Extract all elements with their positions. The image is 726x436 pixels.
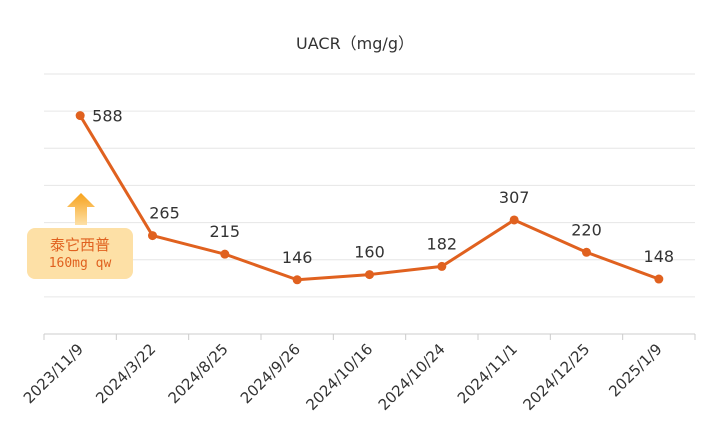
data-point xyxy=(292,275,302,285)
data-point xyxy=(75,111,85,121)
data-label: 148 xyxy=(644,247,675,266)
data-label: 307 xyxy=(499,188,530,207)
x-tick-labels: 2023/11/9 2024/3/22 2024/8/25 2024/9/262024… xyxy=(20,340,666,414)
x-tick-label: 2024/8/25 xyxy=(165,340,232,407)
data-point xyxy=(220,249,230,259)
data-label: 220 xyxy=(571,220,602,239)
series-uacr xyxy=(75,111,664,285)
x-tick-label: 2024/9/26 xyxy=(237,340,304,407)
data-label: 160 xyxy=(354,243,385,262)
x-tick-label: 2024/12/25 xyxy=(519,340,593,414)
data-point xyxy=(509,215,519,225)
data-point xyxy=(582,247,591,257)
data-label: 588 xyxy=(92,107,123,126)
x-tick-label: 2024/11/1 xyxy=(454,340,521,407)
data-point xyxy=(654,274,664,284)
x-tick-label: 2024/3/22 xyxy=(92,340,159,407)
up-arrow-icon xyxy=(67,193,95,225)
x-tick-label: 2024/10/24 xyxy=(375,340,449,414)
data-label: 215 xyxy=(210,222,241,241)
treatment-annotation: 泰它西普 160mg qw xyxy=(27,228,133,279)
data-label: 146 xyxy=(282,248,313,267)
data-point xyxy=(365,270,374,280)
data-label: 265 xyxy=(149,204,180,223)
annotation-dose: 160mg qw xyxy=(48,255,112,271)
x-tick-label: 2025/1/9 xyxy=(605,340,665,400)
data-point xyxy=(148,231,157,241)
x-axis xyxy=(43,333,696,340)
annotation-drug-name: 泰它西普 xyxy=(49,235,110,254)
data-labels: 588 265 215 146 160 182 307 220 148 xyxy=(92,107,674,267)
data-point xyxy=(437,261,447,271)
chart-title: UACR（mg/g） xyxy=(296,34,414,53)
grid-lines xyxy=(44,73,695,298)
x-tick-label: 2023/11/9 xyxy=(20,340,87,407)
data-label: 182 xyxy=(427,234,458,253)
x-tick-label: 2024/10/16 xyxy=(302,340,376,414)
